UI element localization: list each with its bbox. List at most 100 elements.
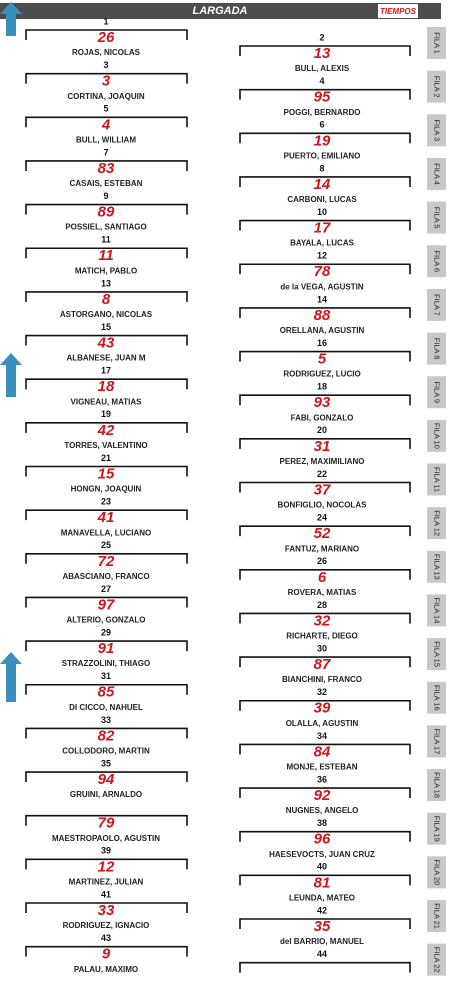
car-number: 19 [314,132,331,149]
grid-slot-bracket [239,438,411,449]
row-label: FILA 16 [433,685,442,711]
driver-name: STRAZZOLINI, THIAGO [62,659,150,668]
driver-name: RODRIGUEZ, LUCIO [283,370,360,379]
car-number: 88 [314,307,331,324]
row-label: FILA 8 [433,338,442,360]
car-number: 87 [314,656,331,673]
car-number: 42 [97,422,115,439]
row-label-box [427,900,446,932]
row-label: FILA 10 [433,423,442,449]
position-number: 42 [317,905,327,915]
car-number: 95 [314,89,331,106]
position-number: 21 [101,453,111,463]
grid-slot-bracket [25,771,188,783]
position-number: 1 [103,16,108,26]
grid-slot-bracket [239,961,411,973]
grid-slot-bracket [239,481,411,493]
grid-slot-bracket [239,45,411,56]
car-number: 17 [314,220,331,237]
row-label-box [427,769,446,802]
position-number: 17 [101,366,111,376]
position-number: 13 [101,278,111,288]
position-number: 5 [103,104,108,114]
car-number: 18 [98,378,115,395]
grid-slot-bracket [25,902,188,913]
driver-name: ORELLANA, AGUSTIN [280,326,365,335]
driver-name: BONFIGLIO, NOCOLAS [278,501,368,510]
row-label: FILA 11 [433,467,442,492]
grid-slot-bracket [25,247,188,259]
grid-slot-bracket [239,350,411,362]
car-number: 91 [98,640,115,657]
position-number: 18 [317,382,327,392]
driver-name: VIGNEAU, MATIAS [71,397,143,406]
arrows [0,2,22,702]
row-label: FILA 21 [433,903,442,929]
car-number: 78 [314,263,331,280]
car-number: 37 [314,481,331,498]
grid-slot-bracket [239,307,411,318]
driver-name: TORRES, VALENTINO [64,441,147,450]
row-label: FILA 18 [433,772,442,798]
position-number: 12 [317,251,327,261]
position-number: 10 [317,207,327,217]
grid-slot-bracket [25,596,188,608]
row-label-box [427,245,446,278]
driver-name: CORTINA, JOAQUIN [67,92,145,101]
driver-name: RICHARTE, DIEGO [286,632,358,641]
row-label-box [427,812,446,845]
logo: TIEMPOS [380,7,417,16]
position-number: 4 [319,76,324,86]
driver-name: FANTUZ, MARIANO [285,544,359,553]
position-number: 26 [317,556,327,566]
car-number: 97 [98,596,115,613]
driver-name: LEUNDA, MATEO [289,893,355,902]
grid-slot-bracket [239,830,411,842]
position-number: 19 [101,409,111,419]
row-label-box [427,157,446,190]
car-number: 83 [98,160,115,177]
driver-name: CASAIS, ESTEBAN [70,179,143,188]
grid-slot-bracket [239,394,411,406]
car-number: 96 [314,831,331,848]
driver-name: OLALLA, AGUSTIN [286,719,359,728]
position-number: 8 [319,163,324,173]
row-label-box [427,681,446,714]
row-label-box [427,507,446,540]
driver-name: MATICH, PABLO [75,266,137,275]
position-number: 15 [101,322,111,332]
arrow [0,353,22,397]
driver-name: DI CICCO, NAHUEL [69,703,143,712]
header-title: LARGADA [193,5,248,17]
car-number: 6 [318,569,327,586]
position-number: 34 [317,731,327,741]
car-number: 52 [314,525,331,542]
car-number: 12 [98,858,115,875]
car-number: 94 [98,771,115,788]
arrow [0,652,22,702]
position-number: 25 [101,540,111,550]
row-label-box [427,70,446,103]
position-number: 16 [317,338,327,348]
driver-name: FABI, GONZALO [291,413,354,422]
row-label-box [427,376,446,409]
car-number: 81 [314,874,331,891]
row-label-box [427,943,446,976]
position-number: 6 [319,120,324,130]
car-number: 85 [98,684,115,701]
car-number: 32 [314,612,331,629]
row-label: FILA 5 [433,207,442,229]
driver-name: NUGNES, ANGELO [286,806,359,815]
car-number: 41 [97,509,115,526]
row-label: FILA 19 [433,816,442,842]
driver-name: MARTINEZ, JULIAN [69,877,144,886]
position-number: 39 [101,846,111,856]
car-number: 35 [314,918,331,935]
car-number: 33 [98,902,115,919]
row-label: FILA 15 [433,641,442,667]
driver-name: del BARRIO, MANUEL [280,937,364,946]
driver-name: PALAU, MAXIMO [74,965,138,974]
driver-name: MAESTROPAOLO, AGUSTIN [52,834,160,843]
position-number: 2 [319,32,324,42]
